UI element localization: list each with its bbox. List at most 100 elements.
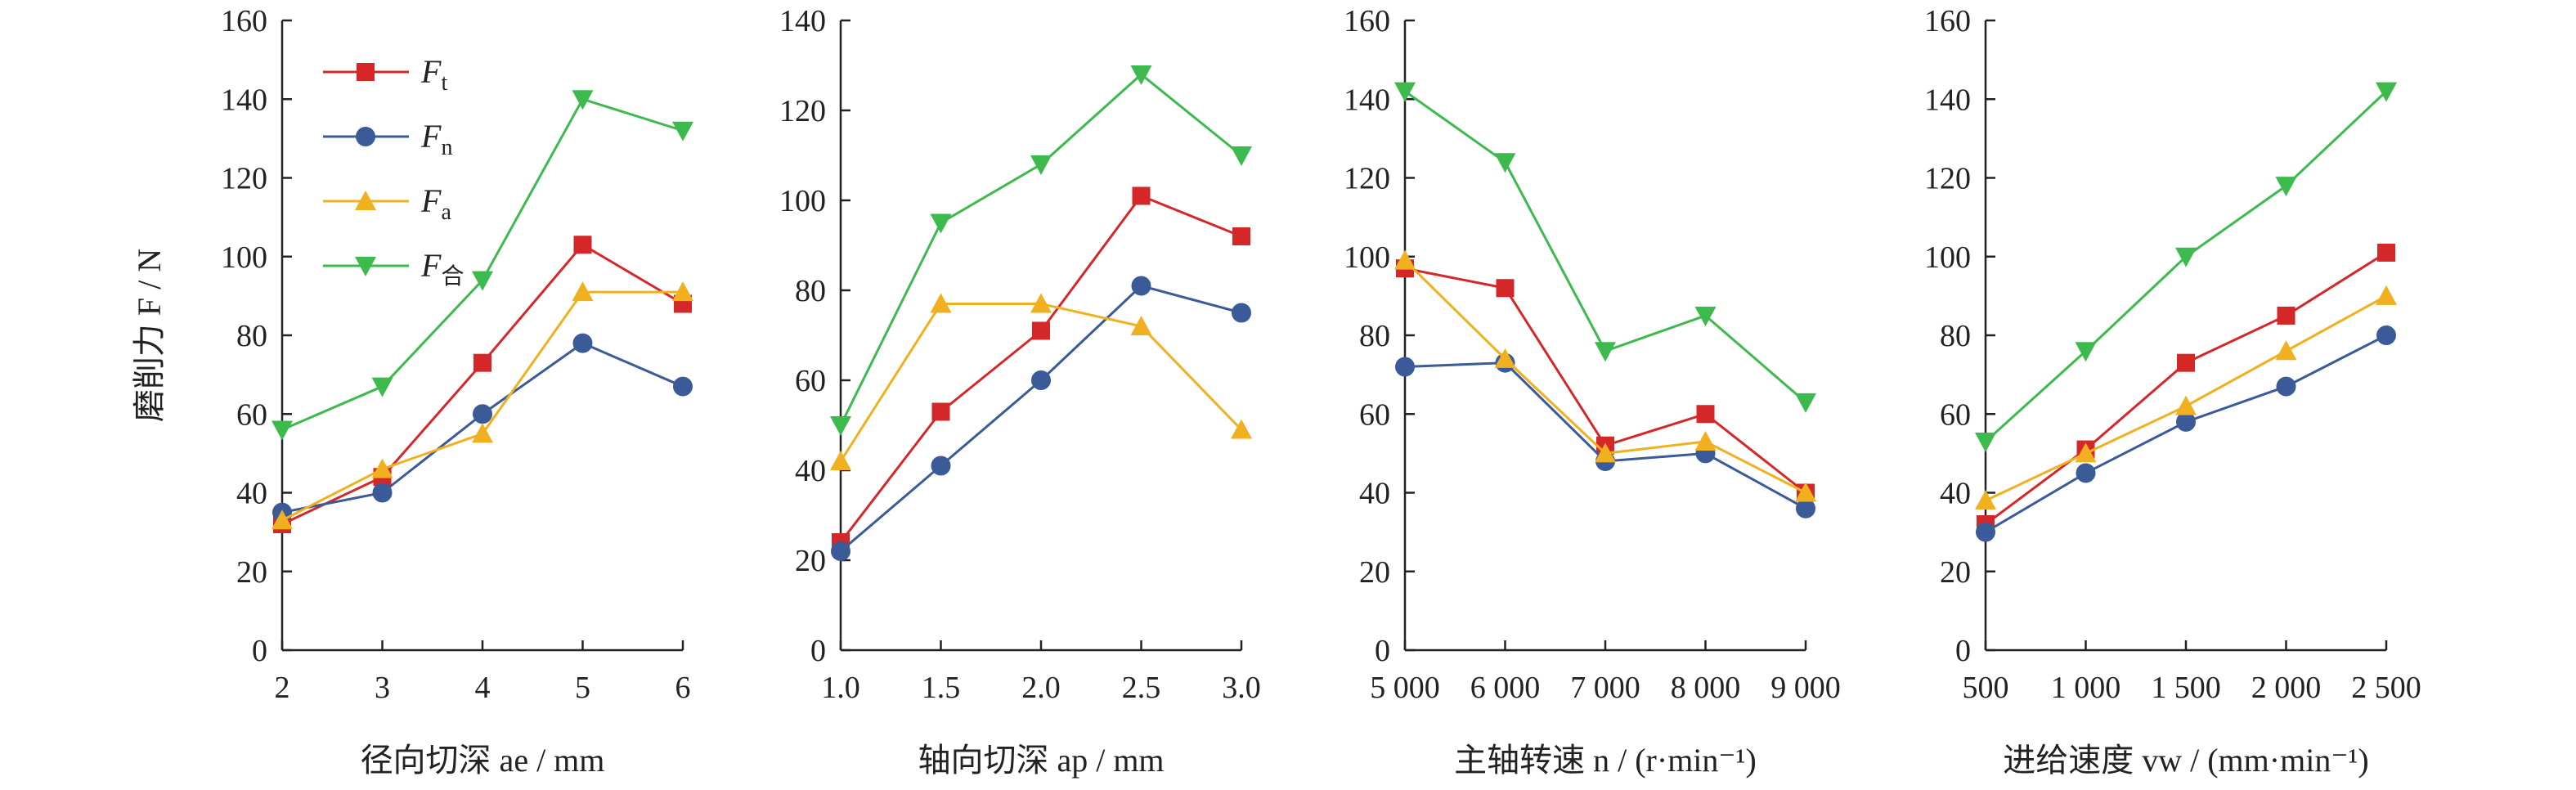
data-point-Fa xyxy=(371,458,393,478)
legend: Ft Fn Fa F合 xyxy=(323,53,464,290)
chart-panel-4: 0 20 40 60 80 100 120 140 160 500 1 000 1 500 2 000 2… xyxy=(1924,4,2421,779)
data-point-F合 xyxy=(572,90,594,110)
y-tick-label: 20 xyxy=(236,555,267,590)
data-point-Fa xyxy=(272,509,293,530)
data-point-Fn xyxy=(1395,357,1415,377)
data-point-Ft xyxy=(2177,353,2195,372)
data-point-F合 xyxy=(1975,432,1996,452)
data-point-F合 xyxy=(1231,146,1252,166)
y-tick-label: 60 xyxy=(795,364,826,398)
legend-marker xyxy=(355,257,376,276)
data-point-Fa xyxy=(472,423,493,443)
x-tick-label: 8 000 xyxy=(1671,671,1741,705)
y-tick-label: 100 xyxy=(221,240,267,275)
data-point-Ft xyxy=(573,236,592,254)
x-axis-label: 进给速度 vw / (mm·min⁻¹) xyxy=(2003,742,2369,779)
y-tick-label: 120 xyxy=(1924,162,1971,196)
x-tick-label: 6 000 xyxy=(1470,671,1541,705)
legend-marker xyxy=(357,63,375,81)
y-tick-label: 60 xyxy=(236,397,267,432)
data-point-F合 xyxy=(371,377,393,397)
y-tick-label: 160 xyxy=(1344,4,1390,38)
x-tick-label: 5 000 xyxy=(1370,671,1440,705)
data-point-Fa xyxy=(2075,442,2097,463)
data-point-Fn xyxy=(1232,303,1251,323)
series-line-F合 xyxy=(281,97,684,431)
data-point-F合 xyxy=(1494,153,1516,173)
y-tick-label: 0 xyxy=(1955,634,1971,668)
x-tick-label: 2 000 xyxy=(2251,671,2322,705)
legend-label: F合 xyxy=(420,247,464,290)
x-tick-label: 6 xyxy=(675,671,691,705)
data-point-Fa xyxy=(572,281,594,302)
data-point-F合 xyxy=(830,416,851,436)
data-point-Fn xyxy=(1976,522,1995,542)
data-point-Fa xyxy=(830,451,851,470)
series-line-Fn xyxy=(1404,361,1806,510)
y-axis-label: 磨削力 F / N xyxy=(131,249,168,422)
x-tick-label: 1 000 xyxy=(2051,671,2121,705)
data-point-F合 xyxy=(930,213,952,234)
data-point-Fa xyxy=(672,281,693,302)
data-point-Fn xyxy=(1131,276,1151,296)
data-point-Fn xyxy=(1031,370,1051,390)
y-tick-label: 140 xyxy=(1344,83,1390,117)
x-tick-label: 2.0 xyxy=(1021,671,1061,705)
chart-panel-3: 0 20 40 60 80 100 120 140 160 5 000 6 000 7 000 8 00… xyxy=(1344,4,1841,779)
data-point-Fn xyxy=(473,404,492,424)
data-point-Fn xyxy=(572,333,593,353)
data-point-F合 xyxy=(2075,342,2097,362)
legend-label: Fn xyxy=(420,118,452,160)
data-point-Ft xyxy=(2277,306,2296,325)
x-tick-label: 9 000 xyxy=(1770,671,1841,705)
y-tick-label: 80 xyxy=(236,319,267,353)
y-tick-label: 100 xyxy=(779,184,826,218)
y-tick-label: 100 xyxy=(1924,240,1971,275)
data-point-Fn xyxy=(2376,325,2396,345)
x-tick-label: 1 500 xyxy=(2151,671,2221,705)
x-tick-label: 2.5 xyxy=(1122,671,1161,705)
data-point-Fa xyxy=(1231,419,1252,439)
data-point-Fa xyxy=(1595,442,1616,463)
data-point-F合 xyxy=(672,121,693,141)
x-tick-label: 7 000 xyxy=(1570,671,1640,705)
data-point-F合 xyxy=(2175,247,2197,267)
y-tick-label: 140 xyxy=(221,83,267,117)
y-tick-label: 20 xyxy=(1359,555,1390,590)
data-point-Fa xyxy=(1975,490,1996,510)
data-point-Fa xyxy=(2175,395,2197,415)
y-tick-label: 0 xyxy=(810,634,826,668)
y-tick-label: 160 xyxy=(221,4,267,38)
data-point-Fa xyxy=(1130,316,1152,335)
x-tick-label: 4 xyxy=(475,671,491,705)
legend-label: Fa xyxy=(420,182,451,225)
data-point-F合 xyxy=(1030,155,1052,175)
x-tick-label: 5 xyxy=(575,671,590,705)
y-tick-label: 40 xyxy=(1940,477,1971,511)
legend-label: Ft xyxy=(420,53,447,96)
data-point-Fn xyxy=(2276,376,2296,397)
x-tick-label: 3.0 xyxy=(1222,671,1261,705)
x-tick-label: 1.0 xyxy=(821,671,860,705)
x-axis-label: 径向切深 ae / mm xyxy=(361,742,605,779)
x-tick-label: 500 xyxy=(1963,671,2009,705)
data-point-Fa xyxy=(1030,293,1052,313)
data-point-Ft xyxy=(1032,321,1050,340)
data-point-Ft xyxy=(931,402,950,421)
data-point-Ft xyxy=(2377,243,2395,262)
data-point-Fn xyxy=(2176,411,2196,432)
data-point-Fa xyxy=(1795,482,1816,502)
chart-panel-1: 0 20 40 60 80 100 120 140 160 2 3 4 5 6 径向切深 ae / mm xyxy=(221,4,693,779)
y-tick-label: 0 xyxy=(252,634,267,668)
data-point-F合 xyxy=(1795,393,1816,413)
y-tick-label: 100 xyxy=(1344,240,1390,275)
data-point-Fn xyxy=(372,483,393,503)
data-point-Fa xyxy=(1494,348,1516,368)
data-point-Ft xyxy=(1232,227,1250,245)
data-point-Fa xyxy=(2376,285,2397,305)
x-tick-label: 3 xyxy=(375,671,390,705)
y-tick-label: 60 xyxy=(1940,397,1971,432)
y-tick-label: 60 xyxy=(1359,397,1390,432)
data-point-F合 xyxy=(1394,82,1416,102)
